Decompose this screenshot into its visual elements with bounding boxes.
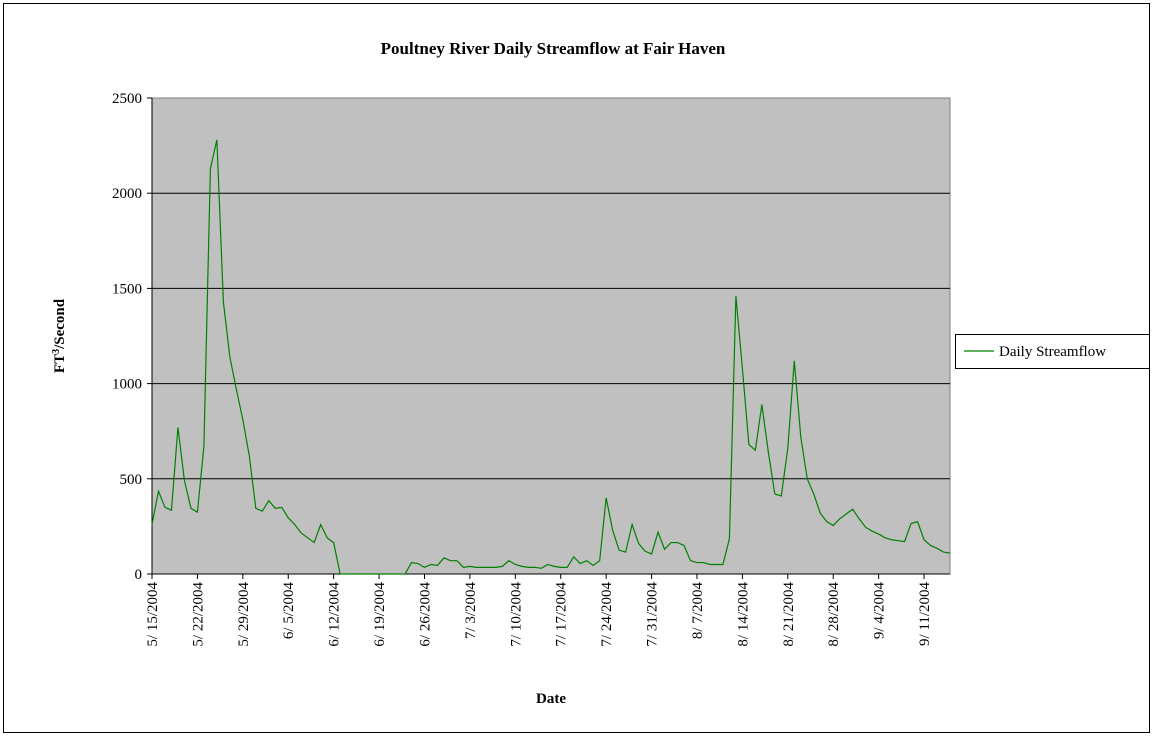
x-tick-label: 5/ 15/2004 [145, 582, 161, 647]
plot-area [151, 97, 951, 575]
x-axis-label: Date [536, 691, 566, 707]
chart-title: Poultney River Daily Streamflow at Fair … [381, 39, 726, 58]
x-tick-label: 6/ 26/2004 [417, 582, 433, 647]
y-tick-label: 1000 [112, 377, 142, 393]
y-tick-label: 500 [120, 472, 143, 488]
y-label-part: /Second [52, 298, 68, 350]
y-tick-label: 0 [135, 567, 143, 583]
y-tick-label: 1500 [112, 281, 142, 297]
x-tick-label: 7/ 10/2004 [508, 582, 524, 647]
x-tick-label: 8/ 28/2004 [826, 582, 842, 647]
x-tick-label: 8/ 7/2004 [690, 582, 706, 640]
x-tick-label: 9/ 4/2004 [872, 582, 888, 640]
x-tick-label: 6/ 19/2004 [372, 582, 388, 647]
y-tick-label: 2500 [112, 91, 142, 107]
x-tick-label: 5/ 29/2004 [236, 582, 252, 647]
x-tick-label: 7/ 3/2004 [463, 582, 479, 640]
y-axis-label: FT3/Second [51, 298, 69, 373]
series-line [151, 139, 951, 575]
x-tick-label: 6/ 12/2004 [327, 582, 343, 647]
x-tick-label: 9/ 11/2004 [917, 582, 933, 647]
x-tick-label: 8/ 14/2004 [735, 582, 751, 647]
y-tick-label: 2000 [112, 186, 142, 202]
x-tick-label: 5/ 22/2004 [190, 582, 206, 647]
x-tick-label: 6/ 5/2004 [281, 582, 297, 640]
y-label-sup: 3 [51, 349, 62, 354]
y-label-part: FT [52, 354, 68, 373]
x-tick-label: 7/ 24/2004 [599, 582, 615, 647]
legend-label: Daily Streamflow [999, 344, 1106, 360]
x-tick-label: 7/ 31/2004 [645, 582, 661, 647]
x-tick-label: 7/ 17/2004 [554, 582, 570, 647]
x-tick-label: 8/ 21/2004 [781, 582, 797, 647]
